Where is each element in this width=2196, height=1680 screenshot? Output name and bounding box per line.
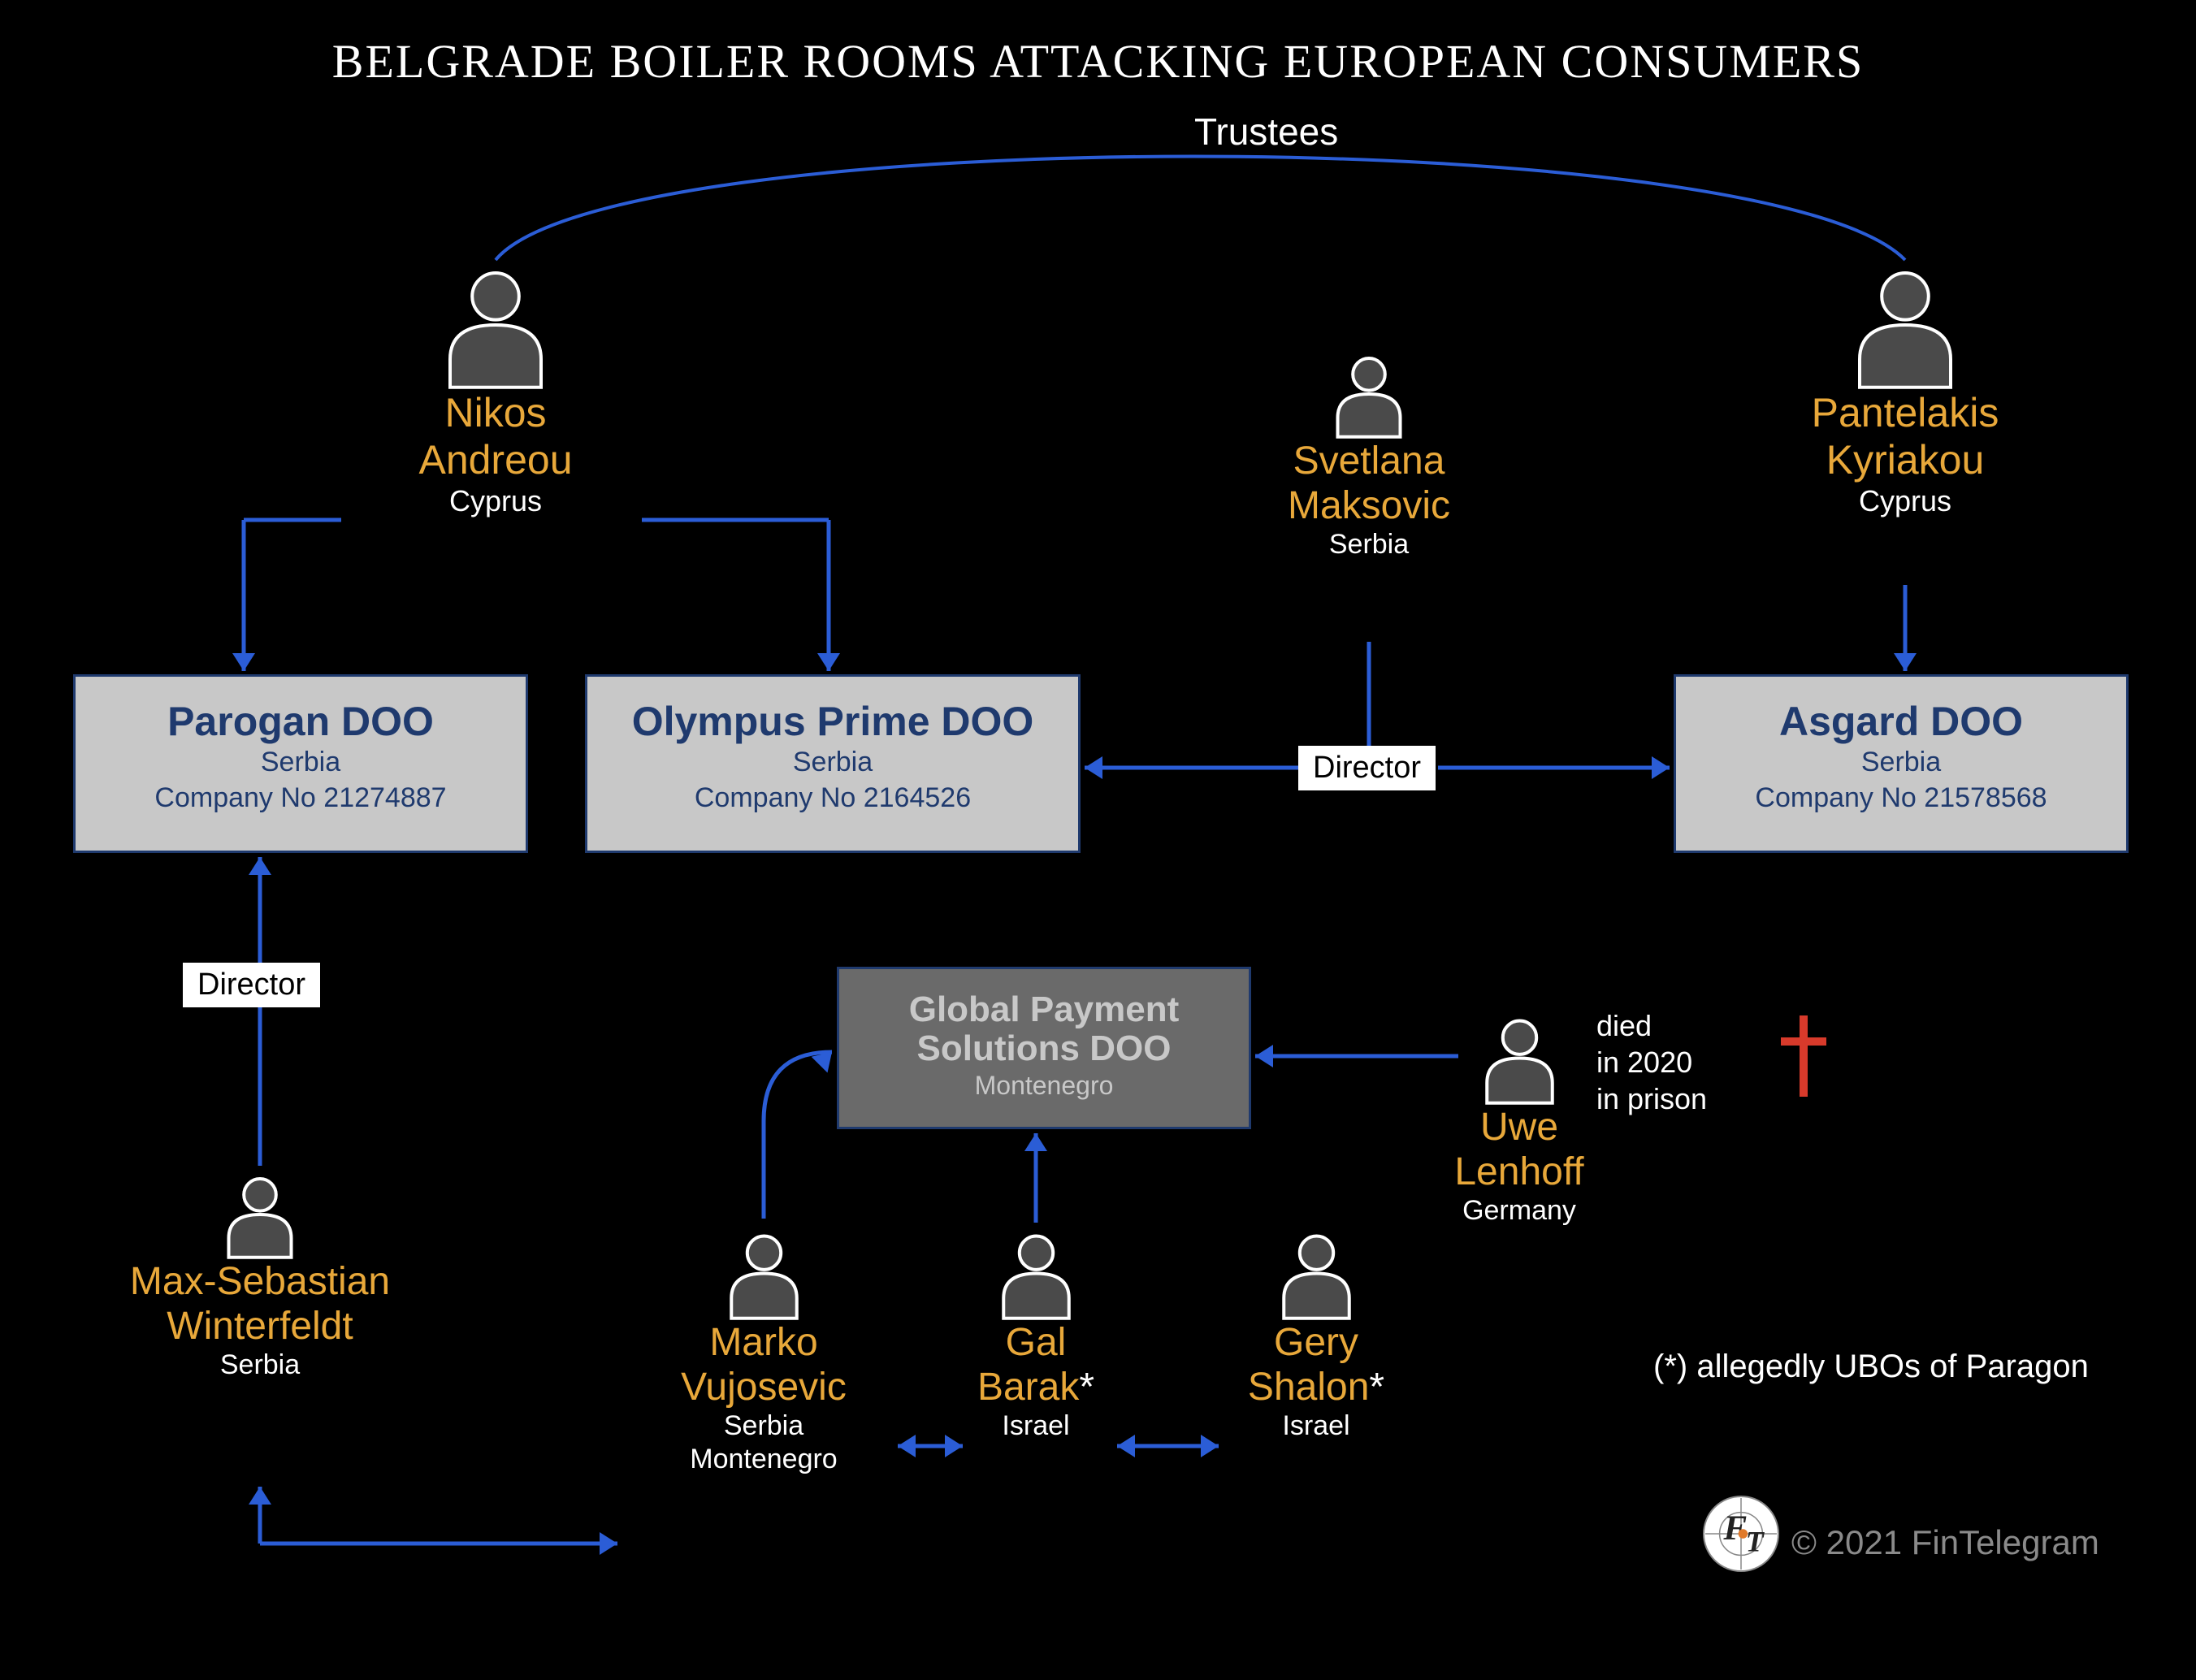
person-name: Svetlana Maksovic — [1239, 439, 1499, 528]
person-country: Serbia — [1239, 528, 1499, 561]
person-icon — [1759, 260, 2051, 390]
person-country: Germany — [1406, 1194, 1633, 1228]
person-name: Marko Vujosevic — [634, 1320, 894, 1409]
person-name: Max-Sebastian Winterfeldt — [89, 1259, 431, 1349]
person-country: Israel — [930, 1409, 1141, 1443]
company-country: Serbia — [76, 744, 526, 780]
person-icon — [1239, 349, 1499, 439]
person-icon — [634, 1227, 894, 1320]
person-icon — [349, 260, 642, 390]
diagram-stage: BELGRADE BOILER ROOMS ATTACKING EUROPEAN… — [0, 0, 2196, 1680]
company-regno: Company No 2164526 — [587, 780, 1078, 816]
person-icon — [930, 1227, 1141, 1320]
trustees-label: Trustees — [1194, 110, 1338, 154]
company-country: Serbia — [1676, 744, 2126, 780]
company-asgard: Asgard DOO Serbia Company No 21578568 — [1674, 674, 2129, 853]
svg-text:T: T — [1746, 1526, 1765, 1558]
person-icon — [89, 1170, 431, 1259]
death-note: diedin 2020in prison — [1596, 1007, 1707, 1117]
footnote-ubo: (*) allegedly UBOs of Paragon — [1653, 1349, 2089, 1385]
person-country: Cyprus — [1759, 483, 2051, 518]
company-parogan: Parogan DOO Serbia Company No 21274887 — [73, 674, 528, 853]
company-name: Parogan DOO — [76, 699, 526, 744]
copyright-text: © 2021 FinTelegram — [1791, 1523, 2099, 1562]
person-name: Pantelakis Kyriakou — [1759, 390, 2051, 483]
person-country: Serbia Montenegro — [634, 1409, 894, 1476]
person-marko-vujosevic: Marko Vujosevic Serbia Montenegro — [634, 1227, 894, 1476]
company-regno: Company No 21274887 — [76, 780, 526, 816]
person-name: Gery Shalon* — [1202, 1320, 1430, 1409]
person-gery-shalon: Gery Shalon* Israel — [1202, 1227, 1430, 1443]
person-pantelakis-kyriakou: Pantelakis Kyriakou Cyprus — [1759, 260, 2051, 518]
person-gal-barak: Gal Barak* Israel — [930, 1227, 1141, 1443]
person-country: Serbia — [89, 1349, 431, 1382]
fintelegram-logo-icon: F T — [1702, 1495, 1780, 1577]
svg-text:F: F — [1722, 1509, 1747, 1548]
company-country: Serbia — [587, 744, 1078, 780]
person-max-sebastian-winterfeldt: Max-Sebastian Winterfeldt Serbia — [89, 1170, 431, 1382]
person-country: Israel — [1202, 1409, 1430, 1443]
person-nikos-andreou: Nikos Andreou Cyprus — [349, 260, 642, 518]
company-country: Montenegro — [839, 1069, 1249, 1103]
person-name: Gal Barak* — [930, 1320, 1141, 1409]
director-label: Director — [183, 963, 320, 1007]
page-title: BELGRADE BOILER ROOMS ATTACKING EUROPEAN… — [0, 34, 2196, 89]
company-regno: Company No 21578568 — [1676, 780, 2126, 816]
company-global-payment-solutions: Global Payment Solutions DOO Montenegro — [837, 967, 1251, 1129]
company-name: Olympus Prime DOO — [587, 699, 1078, 744]
person-name: Nikos Andreou — [349, 390, 642, 483]
person-svetlana-maksovic: Svetlana Maksovic Serbia — [1239, 349, 1499, 561]
company-name: Asgard DOO — [1676, 699, 2126, 744]
person-icon — [1202, 1227, 1430, 1320]
company-olympus-prime: Olympus Prime DOO Serbia Company No 2164… — [585, 674, 1081, 853]
director-label: Director — [1298, 746, 1436, 790]
person-country: Cyprus — [349, 483, 642, 518]
person-name: Uwe Lenhoff — [1406, 1105, 1633, 1194]
company-name: Global Payment Solutions DOO — [839, 990, 1249, 1069]
